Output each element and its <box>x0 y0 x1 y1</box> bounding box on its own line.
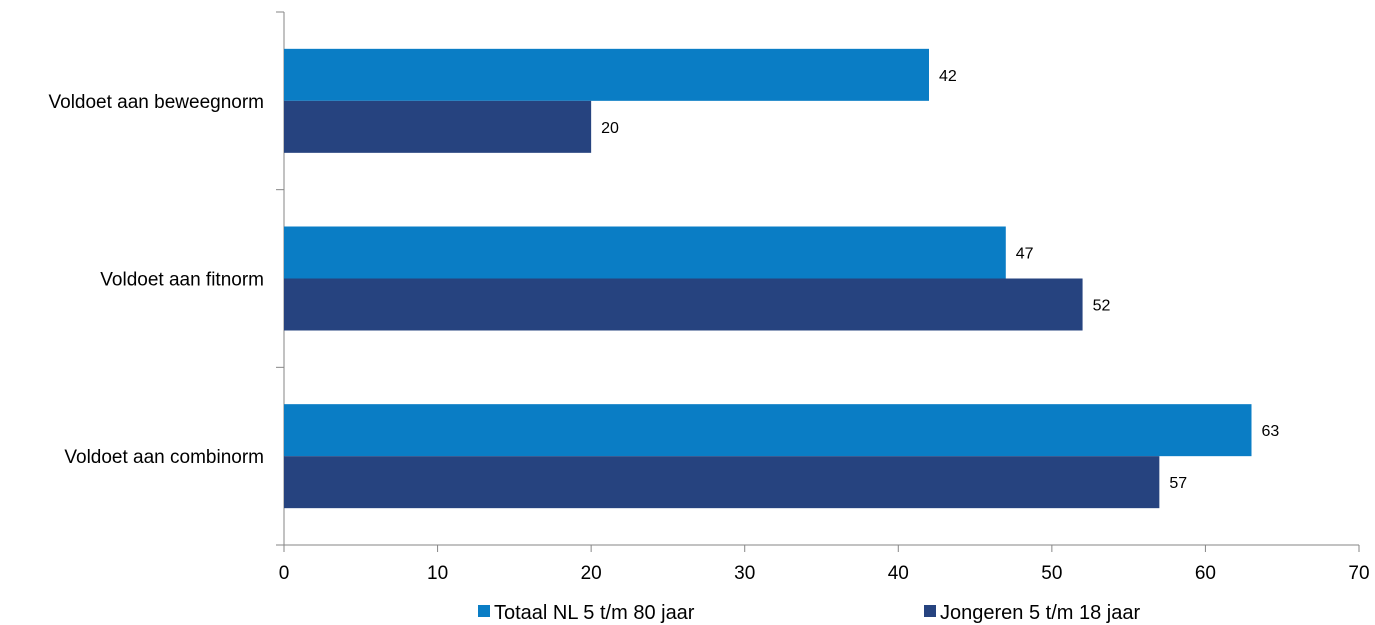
x-tick-label: 30 <box>734 563 755 584</box>
x-tick-label: 50 <box>1041 563 1062 584</box>
x-tick-label: 0 <box>279 563 290 584</box>
bar-1-2 <box>284 226 1006 279</box>
data-label: 42 <box>939 68 957 85</box>
category-label: Voldoet aan beweegnorm <box>49 92 265 113</box>
x-tick-label: 60 <box>1195 563 1216 584</box>
bar-2-1 <box>284 100 592 153</box>
x-tick-label: 40 <box>888 563 909 584</box>
bar-1-3 <box>284 404 1252 457</box>
data-label: 57 <box>1169 475 1187 492</box>
legend-label: Totaal NL 5 t/m 80 jaar <box>494 602 695 624</box>
legend-swatch <box>478 605 490 617</box>
data-label: 63 <box>1262 423 1280 440</box>
bar-1-1 <box>284 48 929 101</box>
x-tick-label: 20 <box>581 563 602 584</box>
x-tick-label: 70 <box>1348 563 1369 584</box>
category-label: Voldoet aan combinorm <box>64 447 264 468</box>
bar-2-2 <box>284 278 1083 331</box>
x-tick-label: 10 <box>427 563 448 584</box>
data-label: 47 <box>1016 246 1034 263</box>
data-label: 52 <box>1093 298 1111 315</box>
bar-2-3 <box>284 456 1160 509</box>
category-label: Voldoet aan fitnorm <box>100 270 264 291</box>
legend-swatch <box>924 605 936 617</box>
legend-label: Jongeren 5 t/m 18 jaar <box>940 602 1140 624</box>
data-label: 20 <box>601 120 619 137</box>
